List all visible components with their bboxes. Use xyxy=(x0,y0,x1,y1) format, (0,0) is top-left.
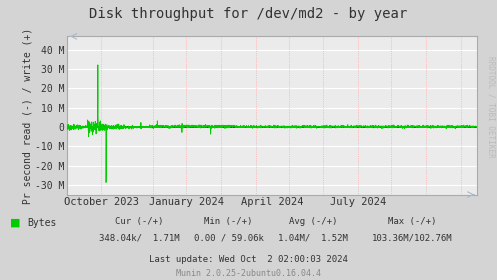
Text: 103.36M/102.76M: 103.36M/102.76M xyxy=(372,234,453,242)
Text: Max (-/+): Max (-/+) xyxy=(388,217,437,226)
Text: 1.04M/  1.52M: 1.04M/ 1.52M xyxy=(278,234,348,242)
Y-axis label: Pr second read (-) / write (+): Pr second read (-) / write (+) xyxy=(22,27,32,204)
Text: Bytes: Bytes xyxy=(27,218,57,228)
Text: Munin 2.0.25-2ubuntu0.16.04.4: Munin 2.0.25-2ubuntu0.16.04.4 xyxy=(176,269,321,278)
Text: ■: ■ xyxy=(10,218,20,228)
Text: Min (-/+): Min (-/+) xyxy=(204,217,253,226)
Text: Disk throughput for /dev/md2 - by year: Disk throughput for /dev/md2 - by year xyxy=(89,7,408,21)
Text: 348.04k/  1.71M: 348.04k/ 1.71M xyxy=(99,234,179,242)
Text: Cur (-/+): Cur (-/+) xyxy=(115,217,164,226)
Text: Last update: Wed Oct  2 02:00:03 2024: Last update: Wed Oct 2 02:00:03 2024 xyxy=(149,255,348,263)
Text: Avg (-/+): Avg (-/+) xyxy=(289,217,337,226)
Text: 0.00 / 59.06k: 0.00 / 59.06k xyxy=(194,234,263,242)
Text: RRDTOOL / TOBI OETIKER: RRDTOOL / TOBI OETIKER xyxy=(487,55,496,157)
